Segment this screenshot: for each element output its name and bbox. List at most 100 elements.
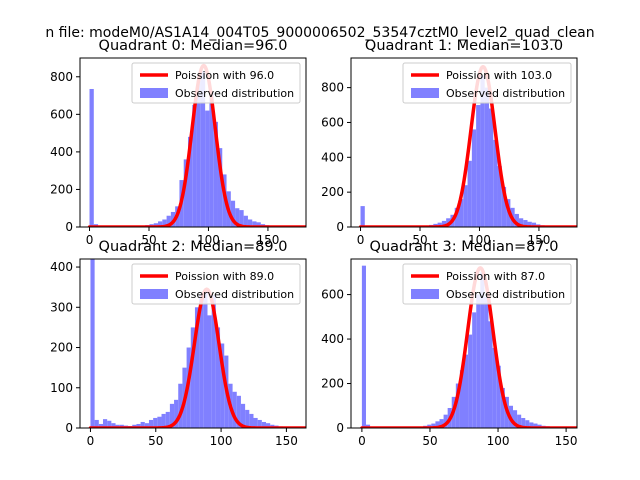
histogram-bar (501, 186, 507, 227)
histogram-bar (261, 421, 267, 428)
legend: Poission with 87.0 Observed distribution (402, 263, 572, 305)
axes-frame (79, 258, 307, 429)
histogram-bar (435, 421, 440, 428)
histogram-bar (476, 105, 481, 227)
histogram-bar (107, 420, 112, 428)
histogram-bar (497, 166, 502, 227)
legend-entry-poisson: Poission with 89.0 (175, 270, 274, 283)
histogram-bar (230, 200, 236, 227)
histogram-bar (136, 423, 141, 428)
y-tick-label: 800 (50, 70, 73, 84)
legend-entry-poisson: Poission with 96.0 (175, 69, 274, 82)
axes-frame (79, 57, 307, 228)
y-tick-label: 200 (321, 185, 344, 199)
histogram-bar (441, 220, 447, 227)
subplot-title: Quadrant 2: Median=89.0 (99, 239, 288, 255)
histogram-bar (455, 383, 460, 428)
histogram-bar (459, 370, 464, 428)
histogram-bar (527, 221, 532, 227)
y-tick-label: 400 (321, 332, 344, 346)
histogram-bar (166, 215, 171, 227)
legend-box (402, 263, 572, 305)
x-tick-label: 150 (555, 434, 578, 448)
histogram-bar (249, 413, 254, 428)
histogram-bar (200, 71, 206, 227)
legend-entry-observed: Observed distribution (446, 87, 565, 100)
x-tick-label: 150 (275, 434, 298, 448)
histogram-bar (140, 421, 145, 428)
histogram-bar (513, 410, 518, 428)
histogram-bar (476, 294, 481, 428)
y-tick-label: 600 (321, 115, 344, 129)
histogram-bar (98, 423, 103, 428)
legend-entry-observed: Observed distribution (175, 87, 294, 100)
y-tick-label: 0 (336, 220, 344, 234)
x-tick-label: 0 (357, 233, 365, 247)
histogram-bar (361, 265, 366, 428)
legend-box (131, 62, 301, 104)
histogram-bar (454, 207, 460, 227)
y-tick-label: 0 (336, 421, 344, 435)
figure-suptitle: n file: modeM0/AS1A14_004T05_9000006502_… (45, 25, 594, 41)
histogram-bar (518, 218, 524, 227)
histogram-bar (94, 419, 99, 428)
histogram-bar (199, 295, 204, 428)
histogram-bar (209, 91, 214, 227)
legend-bar-swatch (140, 289, 168, 299)
plot-area (88, 259, 306, 428)
histogram-bar (194, 307, 200, 428)
x-tick-label: 100 (210, 434, 233, 448)
y-tick-label: 100 (50, 381, 73, 395)
histogram-bar (247, 219, 253, 227)
y-tick-label: 400 (321, 150, 344, 164)
legend-entry-observed: Observed distribution (446, 288, 565, 301)
x-tick-label: 0 (86, 233, 94, 247)
legend-entry-poisson: Poission with 103.0 (446, 69, 552, 82)
histogram-bar (492, 347, 497, 428)
subplot-grid: 0 50 100 150 0 200 400 600 800 Quadrant 0: Median… (50, 38, 578, 448)
histogram-bar (196, 80, 201, 227)
legend-bar-swatch (140, 88, 168, 98)
histogram-bar (496, 365, 501, 428)
x-tick-label: 50 (141, 233, 156, 247)
legend: Poission with 96.0 Observed distribution (131, 62, 301, 104)
histogram-bar (439, 419, 444, 428)
histogram-bar (178, 383, 183, 428)
x-tick-label: 50 (422, 434, 437, 448)
histogram-bar (463, 185, 468, 227)
histogram-bar (220, 343, 225, 428)
histogram-bar (217, 148, 223, 227)
y-tick-label: 200 (50, 182, 73, 196)
histogram-bar (500, 387, 505, 428)
histogram-bar (240, 403, 246, 428)
x-tick-label: 50 (148, 434, 163, 448)
histogram-bar (514, 213, 519, 227)
legend-bar-swatch (411, 88, 439, 98)
quadrant-2-plot: 0 50 100 150 0 100 200 300 400 Quadrant 2: Median… (50, 239, 307, 448)
histogram-bar (464, 354, 469, 428)
histogram-bar (431, 423, 436, 428)
histogram-bar (257, 419, 262, 428)
x-tick-label: 50 (412, 233, 427, 247)
histogram-bar (165, 411, 170, 428)
y-tick-label: 300 (50, 300, 73, 314)
axes-frame (350, 258, 578, 429)
x-tick-label: 0 (87, 434, 95, 448)
histogram-bar (256, 222, 261, 227)
histogram-bar (148, 419, 154, 428)
legend: Poission with 89.0 Observed distribution (131, 263, 301, 305)
legend-entry-poisson: Poission with 87.0 (446, 270, 545, 283)
histogram-bar (266, 423, 271, 428)
histogram-bar (525, 420, 530, 428)
legend-bar-swatch (411, 289, 439, 299)
legend: Poission with 103.0 Observed distribution (402, 62, 572, 104)
x-tick-label: 100 (468, 233, 491, 247)
x-tick-label: 0 (358, 434, 366, 448)
histogram-bar (467, 160, 472, 227)
histogram-bar (211, 295, 216, 428)
histogram-bar (480, 272, 485, 428)
histogram-bar (239, 210, 244, 227)
histogram-bar (235, 208, 240, 227)
histogram-bar (360, 206, 365, 227)
y-tick-label: 200 (50, 341, 73, 355)
